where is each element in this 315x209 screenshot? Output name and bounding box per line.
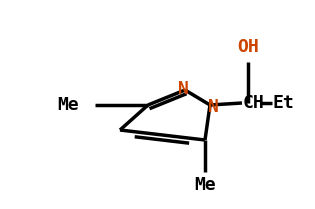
Text: Me: Me [57, 96, 79, 114]
Text: OH: OH [237, 38, 259, 56]
Text: N: N [178, 80, 188, 98]
Text: N: N [208, 98, 218, 116]
Text: Et: Et [272, 94, 294, 112]
Text: Me: Me [194, 176, 216, 194]
Text: CH: CH [243, 94, 265, 112]
